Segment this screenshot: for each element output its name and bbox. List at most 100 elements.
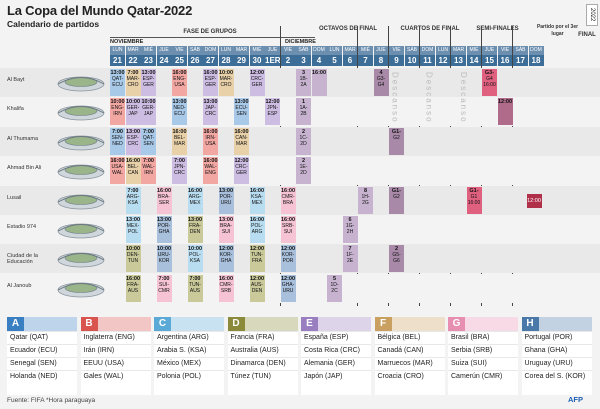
group-team: Irán (IRN) [80, 344, 151, 357]
match-team-a: BRA- [220, 223, 232, 229]
match-team-a: AUS- [251, 281, 263, 288]
match-team-b: FRA [252, 258, 262, 265]
match-team-b: SER [158, 199, 170, 206]
group-team: Portugal (POR) [521, 331, 592, 344]
group-team: Holanda (NED) [7, 370, 77, 383]
match-time: 13:00 [187, 217, 203, 223]
page-title: La Copa del Mundo Qatar-2022 [7, 3, 193, 18]
match-time: 13:00 [125, 217, 141, 223]
day-of-week: SÁB [513, 46, 528, 55]
match-team-b: 2G [362, 199, 369, 206]
match-team-a: 1A- [299, 105, 308, 112]
match-team-b: DEN [251, 287, 263, 294]
match-team-b: GER [251, 82, 263, 88]
match-time: 12:00 [265, 99, 280, 106]
match-team-b: 2A [300, 82, 307, 88]
match-team-a: JAP- [205, 105, 216, 112]
match-team-b: CRO [220, 82, 232, 88]
match-time: 16:00 [311, 70, 327, 76]
stadium-icon [57, 282, 105, 298]
match-team-b: 16:00 [483, 82, 496, 88]
group-letter: B [80, 317, 98, 331]
match-team-a: CAN- [235, 134, 248, 141]
match-cell: G1- G2 [389, 186, 404, 214]
day-of-week: DOM [203, 46, 218, 55]
day-of-week: JUE [482, 46, 497, 55]
match-cell: 16:00 POL- ARG [249, 216, 265, 243]
day-of-week: SÁB [296, 46, 311, 55]
match-time: 16:00 [156, 187, 172, 194]
match-cell: 10:00 MAR- CRO [218, 69, 234, 96]
day-of-week: MAR [342, 46, 358, 55]
day-of-week: JUE [156, 46, 172, 55]
match-team-b: ECU [112, 82, 123, 88]
match-team-a: 1F- [346, 252, 354, 259]
group-team: Ghana (GHA) [521, 344, 592, 357]
match-team-b: KSA [127, 199, 138, 206]
day-of-week: MAR [234, 46, 249, 55]
day-number: 3 [296, 55, 311, 66]
day-number: 27 [203, 55, 218, 66]
match-team-b: POL [127, 229, 138, 235]
match-time: 16:00 [249, 187, 265, 194]
day-number: 8 [373, 55, 389, 66]
match-time: 7:00 [111, 128, 123, 135]
match-team-a: GER- [126, 105, 140, 112]
match-team-b: 2D [300, 170, 307, 177]
match-team-b: CAN [127, 170, 139, 177]
match-time: G1- [469, 187, 479, 194]
phase-line-groups [110, 37, 315, 38]
match-team-a: ESP- [142, 76, 155, 82]
match-team-a: SEN- [111, 134, 124, 141]
match-team-a: IRN- [205, 134, 216, 141]
stadium-name: Lusail [7, 194, 22, 201]
match-team-a: ECU- [235, 105, 248, 112]
day-number: 12 [435, 55, 451, 66]
group-header: A [7, 317, 77, 331]
match-team-a: ARG- [188, 193, 202, 200]
day-of-week: MAR [125, 46, 141, 55]
stadium-icon [57, 135, 105, 151]
match-cell: 12:00 JPN- ESP [265, 98, 280, 126]
match-time: 13:00 [141, 70, 156, 76]
group-team: Argentina (ARG) [154, 331, 224, 344]
day-of-week: LUN [435, 46, 451, 55]
stadium-name: Estadio 974 [7, 224, 37, 230]
match-time: 2 [301, 128, 306, 135]
match-cell: 12:00 GHA- URU [280, 274, 296, 302]
day-number: 17 [513, 55, 528, 66]
match-team-a: QAT- [111, 76, 124, 82]
match-team-b: USA [205, 140, 216, 147]
group-team: Alemania (GER) [301, 357, 371, 370]
day-number: 9 [389, 55, 404, 66]
day-of-week: DOM [528, 46, 544, 55]
day-of-week: DOM [420, 46, 435, 55]
phase-third: Partido por el 3er lugar [536, 24, 579, 37]
match-cell: 16:00 KSA- MEX [249, 186, 265, 214]
match-cell: 10:00 DEN- TUN [125, 245, 141, 273]
group-team: Gales (WAL) [80, 370, 151, 383]
match-cell: 3 1B- 2A [296, 69, 311, 96]
day-number: 11 [420, 55, 435, 66]
match-cell: 13:00 MEX- POL [125, 216, 141, 243]
stadium-image [55, 100, 107, 122]
group-team: Francia (FRA) [227, 331, 298, 344]
match-team-a: FRA- [127, 281, 139, 288]
group-team: Inglaterra (ENG) [80, 331, 151, 344]
match-time: 16:00 [280, 187, 296, 194]
match-cell: 5 1D- 2C [327, 274, 342, 302]
match-time: 16:00 [125, 275, 141, 282]
match-team-b: KOR [158, 258, 170, 265]
match-time: G1- [391, 128, 402, 135]
match-time: 10:00 [156, 246, 172, 253]
match-cell: 16:00 BEL- CAN [125, 157, 141, 185]
match-team-b: POR [282, 258, 294, 265]
match-team-a: USA- [111, 164, 124, 171]
group-letter: G [448, 317, 465, 331]
match-cell: 7:00 MAR- CRO [125, 69, 141, 96]
group-box: B Inglaterra (ENG) Irán (IRN) EEUU (USA) Gal… [80, 317, 151, 395]
match-cell: 13:00 POR- URU [218, 186, 234, 214]
match-time: 6 [348, 217, 352, 223]
stadium-image [55, 159, 107, 181]
day-of-week: LUN [218, 46, 234, 55]
